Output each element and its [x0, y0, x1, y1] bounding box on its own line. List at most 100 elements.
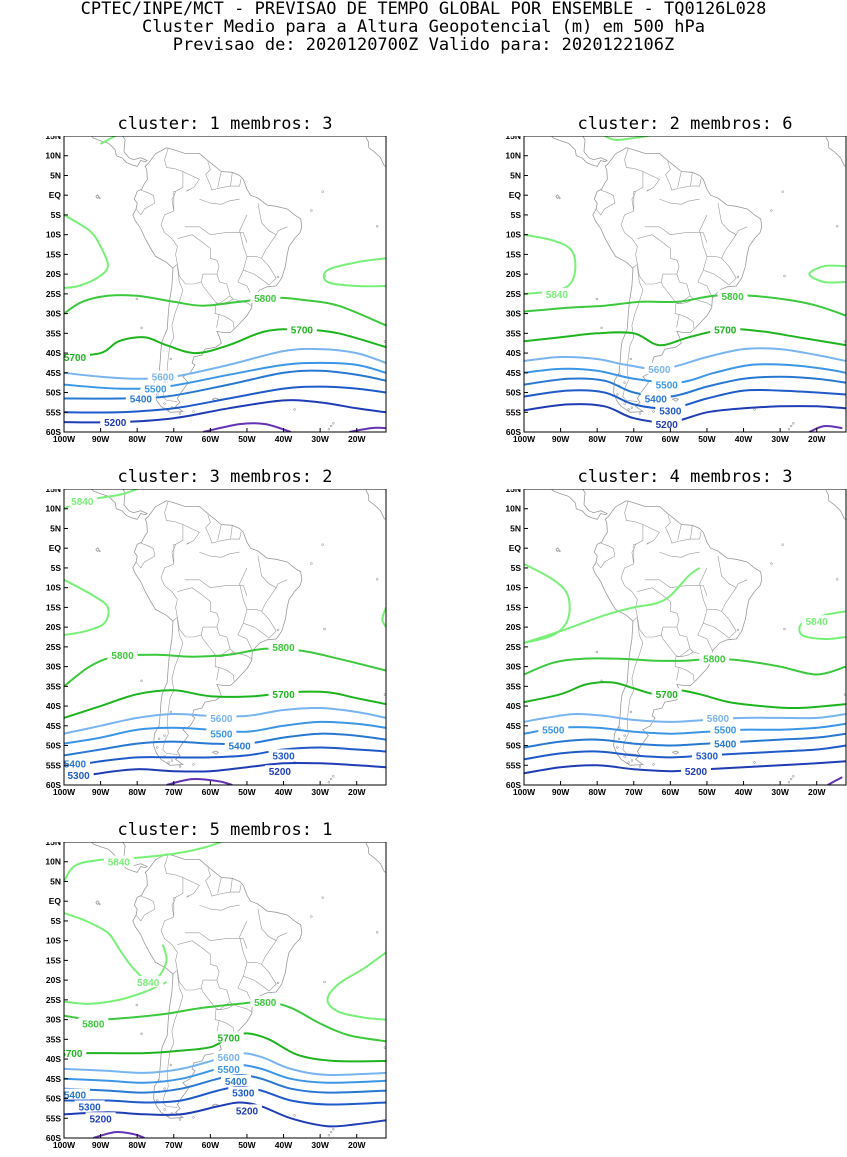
border-line: [237, 587, 277, 636]
island: [156, 1099, 159, 1102]
border-line: [135, 189, 156, 216]
island: [376, 931, 379, 934]
island: [781, 543, 784, 546]
contour-label-bg: [228, 1086, 259, 1098]
contour-label: 5300: [68, 771, 91, 782]
lat-tick-label: 40S: [506, 701, 521, 711]
map-frame: [523, 489, 847, 786]
lon-tick-label: 100W: [53, 1140, 76, 1150]
coastline: [672, 750, 680, 755]
border-line: [199, 198, 240, 205]
island: [163, 1108, 166, 1111]
island: [789, 424, 793, 428]
border-line: [182, 171, 200, 192]
lat-tick-label: 30S: [506, 662, 521, 672]
border-line: [230, 172, 233, 187]
lat-tick-label: 50S: [46, 388, 61, 398]
contour-label-bg: [78, 1017, 109, 1029]
island: [135, 1003, 139, 1007]
border-line: [717, 556, 737, 588]
lon-tick-label: 30W: [771, 434, 789, 444]
panel-title: cluster: 4 membros: 3: [577, 467, 793, 487]
contour-label: 5200: [104, 418, 127, 429]
contour-label: 5500: [714, 726, 737, 737]
lat-tick-label: EQ: [509, 543, 522, 553]
contour-label: 5840: [806, 617, 829, 628]
island: [652, 763, 655, 766]
border-line: [644, 226, 671, 235]
island: [595, 650, 599, 654]
contour-label-bg: [213, 1051, 244, 1063]
lon-tick-label: 40W: [275, 787, 293, 797]
lon-tick-label: 70W: [165, 434, 183, 444]
contour-label-bg: [140, 382, 171, 394]
border-line: [160, 563, 178, 622]
border-line: [660, 274, 691, 305]
border-line: [230, 878, 233, 893]
lat-tick-label: 45S: [46, 1074, 61, 1084]
lon-tick-label: 20W: [348, 1140, 366, 1150]
border-line: [237, 281, 253, 298]
border-line: [243, 975, 270, 992]
coastline: [365, 137, 386, 177]
island: [163, 734, 166, 737]
map-plot: 5840580058005700560055005400530054005300…: [45, 489, 387, 797]
contour-label-bg: [710, 737, 741, 749]
island: [323, 627, 326, 631]
border-line: [257, 909, 277, 941]
border-line: [135, 895, 156, 922]
contour-line: [524, 294, 846, 317]
contour-line: [64, 842, 222, 883]
lon-tick-label: 70W: [165, 1140, 183, 1150]
contour-label: 5700: [291, 325, 314, 336]
lat-tick-label: EQ: [49, 543, 62, 553]
lon-tick-label: 70W: [625, 434, 643, 444]
border-line: [237, 634, 253, 651]
island: [627, 761, 630, 764]
island: [770, 562, 773, 565]
island: [157, 737, 161, 741]
lon-tick-label: 70W: [165, 787, 183, 797]
coastline: [672, 397, 680, 402]
border-line: [642, 171, 660, 192]
contour-label-bg: [250, 995, 281, 1007]
contour-line: [524, 403, 846, 424]
island: [617, 737, 621, 741]
lon-tick-label: 90W: [92, 1140, 110, 1150]
border-line: [200, 627, 231, 658]
contour-label: 5800: [254, 294, 277, 305]
border-line: [665, 514, 702, 544]
map-frame: [63, 842, 387, 1139]
contour-line: [93, 1130, 145, 1138]
island: [783, 274, 786, 278]
border-line: [217, 171, 222, 188]
border-line: [670, 232, 708, 243]
island: [169, 357, 173, 361]
border-line: [205, 161, 242, 191]
coastline: [98, 549, 101, 553]
lat-tick-label: 10S: [506, 230, 521, 240]
contour-line: [64, 214, 109, 289]
island: [789, 777, 793, 781]
island: [327, 1134, 331, 1137]
lon-tick-label: 50W: [238, 787, 256, 797]
lon-tick-label: 40W: [275, 434, 293, 444]
contour-label: 5400: [64, 759, 87, 770]
lat-tick-label: 10N: [45, 504, 61, 514]
contour-line: [524, 563, 571, 644]
lat-tick-label: 25S: [506, 642, 521, 652]
contour-label: 5200: [685, 767, 708, 778]
island: [293, 408, 296, 411]
lat-tick-label: 15N: [505, 489, 521, 494]
coastline: [90, 489, 148, 520]
map-layer: 5840580058005700560055005400530054005300…: [64, 489, 386, 785]
contour-label-bg: [213, 1031, 244, 1043]
contour-line: [524, 375, 846, 398]
contour-label: 5600: [707, 714, 730, 725]
lon-tick-label: 30W: [311, 1140, 329, 1150]
contour-label: 5200: [236, 1106, 259, 1117]
lon-tick-label: 80W: [588, 787, 606, 797]
lat-tick-label: EQ: [49, 190, 62, 200]
